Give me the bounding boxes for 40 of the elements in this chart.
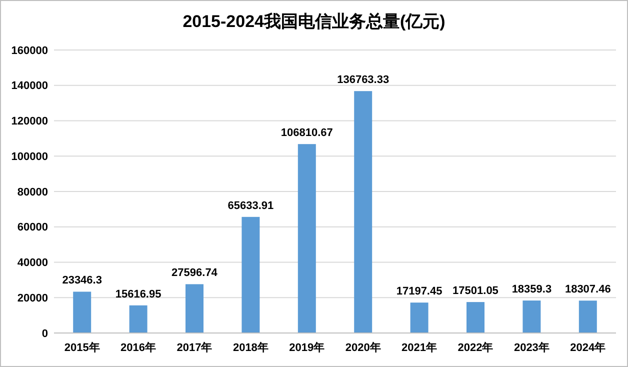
bar (129, 305, 148, 333)
y-tick-label: 20000 (17, 292, 48, 304)
y-tick-label: 100000 (11, 150, 48, 163)
x-tick-label: 2022年 (458, 341, 494, 354)
y-tick-label: 40000 (17, 257, 48, 270)
bar (242, 216, 260, 333)
y-tick-label: 0 (42, 328, 48, 340)
bar (466, 302, 484, 333)
x-tick-label: 2023年 (514, 341, 550, 354)
x-tick-label: 2015年 (64, 341, 100, 354)
data-label: 17197.45 (396, 286, 442, 298)
y-tick-label: 60000 (17, 222, 48, 234)
data-label: 65633.91 (228, 200, 274, 212)
x-tick-label: 2020年 (345, 341, 381, 354)
y-tick-label: 120000 (11, 116, 48, 128)
bar (522, 300, 541, 333)
y-tick-label: 140000 (11, 80, 48, 92)
x-tick-label: 2016年 (120, 341, 156, 354)
bar (578, 300, 597, 333)
chart-title: 2015-2024我国电信业务总量(亿元) (182, 12, 446, 31)
data-label: 23346.3 (62, 274, 102, 287)
data-label: 106810.67 (280, 127, 333, 140)
data-label: 27596.74 (172, 267, 218, 280)
bar (410, 302, 428, 333)
data-label: 18307.46 (564, 284, 611, 296)
bar (73, 292, 92, 333)
bar (298, 144, 316, 333)
x-tick-label: 2018年 (232, 341, 268, 354)
y-tick-label: 160000 (11, 44, 48, 57)
data-label: 17501.05 (452, 285, 498, 298)
y-tick-label: 80000 (17, 186, 48, 198)
bar (354, 91, 372, 333)
bar (186, 284, 204, 333)
x-tick-label: 2019年 (289, 341, 325, 354)
data-label: 136763.33 (337, 74, 390, 86)
data-label: 15616.95 (115, 288, 162, 300)
x-tick-label: 2017年 (176, 341, 212, 354)
x-tick-label: 2024年 (570, 341, 606, 354)
data-label: 18359.3 (512, 284, 552, 296)
x-tick-label: 2021年 (402, 341, 438, 354)
